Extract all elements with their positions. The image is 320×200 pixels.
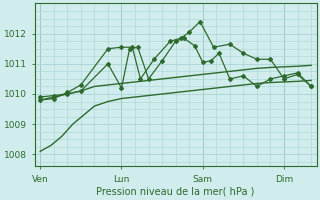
X-axis label: Pression niveau de la mer( hPa ): Pression niveau de la mer( hPa ) <box>96 187 255 197</box>
